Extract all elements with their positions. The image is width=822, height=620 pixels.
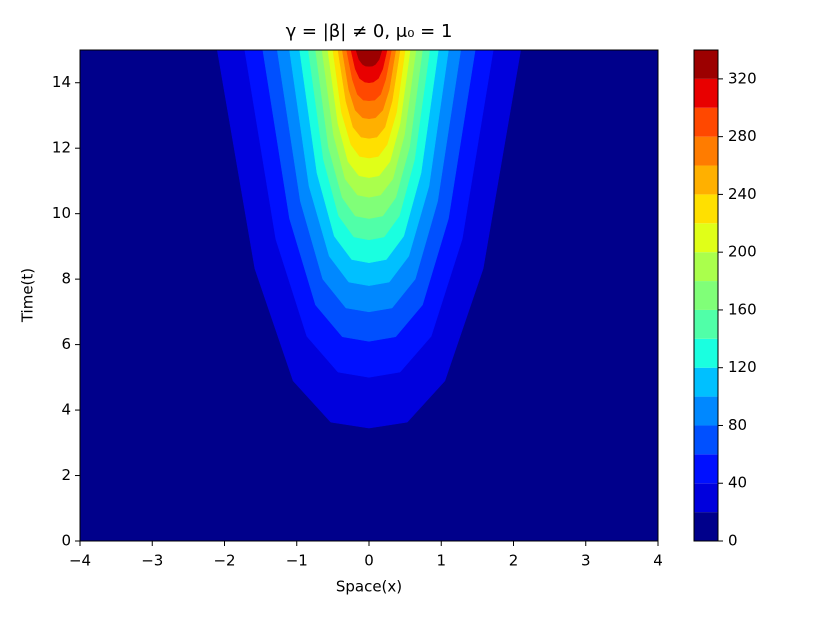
- colorbar-tick-label: 240: [728, 185, 757, 203]
- colorbar-tick-label: 0: [728, 532, 738, 550]
- x-tick-label: −1: [286, 552, 308, 570]
- colorbar-band: [694, 454, 718, 484]
- colorbar-frame: [693, 49, 719, 542]
- colorbar-band: [694, 338, 718, 368]
- y-tick-label: 0: [61, 532, 71, 550]
- y-tick-label: 12: [52, 139, 71, 157]
- colorbar-band: [694, 425, 718, 455]
- colorbar-tick-label: 280: [728, 127, 757, 145]
- x-tick-label: −2: [213, 552, 235, 570]
- x-tick-label: −3: [141, 552, 163, 570]
- colorbar-band: [694, 78, 718, 108]
- colorbar-tick-label: 40: [728, 474, 747, 492]
- x-tick-label: 2: [509, 552, 519, 570]
- colorbar-tick-label: 120: [728, 358, 757, 376]
- y-tick-label: 14: [52, 73, 71, 91]
- colorbar-band: [694, 309, 718, 339]
- x-tick-label: 0: [364, 552, 374, 570]
- colorbar-band: [694, 136, 718, 166]
- colorbar-band: [694, 396, 718, 426]
- colorbar-band: [694, 223, 718, 253]
- chart-title: γ = |β| ≠ 0, μ₀ = 1: [286, 21, 453, 42]
- colorbar-band: [694, 483, 718, 513]
- colorbar-band: [694, 512, 718, 541]
- x-axis-label: Space(x): [336, 578, 402, 596]
- x-tick-label: 3: [581, 552, 591, 570]
- colorbar-tick-label: 160: [728, 300, 757, 318]
- x-tick-label: 4: [653, 552, 663, 570]
- colorbar-tick-label: 80: [728, 416, 747, 434]
- y-tick-label: 8: [61, 270, 71, 288]
- y-axis-label: Time(t): [19, 268, 37, 323]
- colorbar-band: [694, 252, 718, 282]
- colorbar-band: [694, 50, 718, 79]
- colorbar-band: [694, 107, 718, 137]
- colorbar-tick-label: 200: [728, 243, 757, 261]
- contour-band: [355, 50, 383, 67]
- y-tick-label: 2: [61, 466, 71, 484]
- colorbar-band: [694, 281, 718, 310]
- y-tick-label: 6: [61, 335, 71, 353]
- colorbar-tick-label: 320: [728, 69, 757, 87]
- colorbar-band: [694, 165, 718, 195]
- x-tick-label: 1: [436, 552, 446, 570]
- y-tick-label: 4: [61, 401, 71, 419]
- x-tick-label: −4: [69, 552, 91, 570]
- y-tick-label: 10: [52, 204, 71, 222]
- plot-area: [80, 50, 658, 541]
- colorbar-band: [694, 194, 718, 224]
- colorbar-band: [694, 367, 718, 397]
